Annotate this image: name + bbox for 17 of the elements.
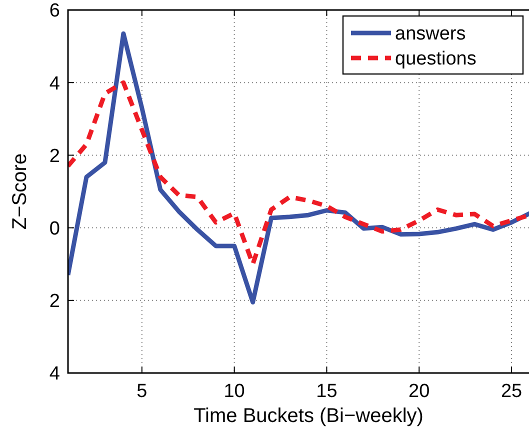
y-tick-label: 0: [49, 218, 60, 240]
x-tick-label: 10: [224, 381, 245, 402]
x-tick-label: 5: [136, 381, 148, 402]
legend-label: questions: [395, 48, 476, 70]
y-axis-title: Z−Score: [9, 153, 31, 230]
y-tick-label: 4: [49, 364, 60, 385]
x-tick-label: 25: [500, 381, 522, 402]
x-axis-title: Time Buckets (Bi−weekly): [194, 405, 424, 427]
x-tick-label: 20: [408, 381, 430, 402]
y-tick-label: 2: [49, 146, 60, 167]
x-tick-label: 15: [316, 381, 338, 402]
line-series: [68, 80, 529, 266]
y-tick-label: 4: [49, 73, 60, 94]
y-tick-label: 2: [49, 291, 60, 312]
line-series: [68, 31, 529, 304]
y-tick-label: 6: [49, 0, 60, 22]
legend-label: answers: [395, 24, 466, 45]
